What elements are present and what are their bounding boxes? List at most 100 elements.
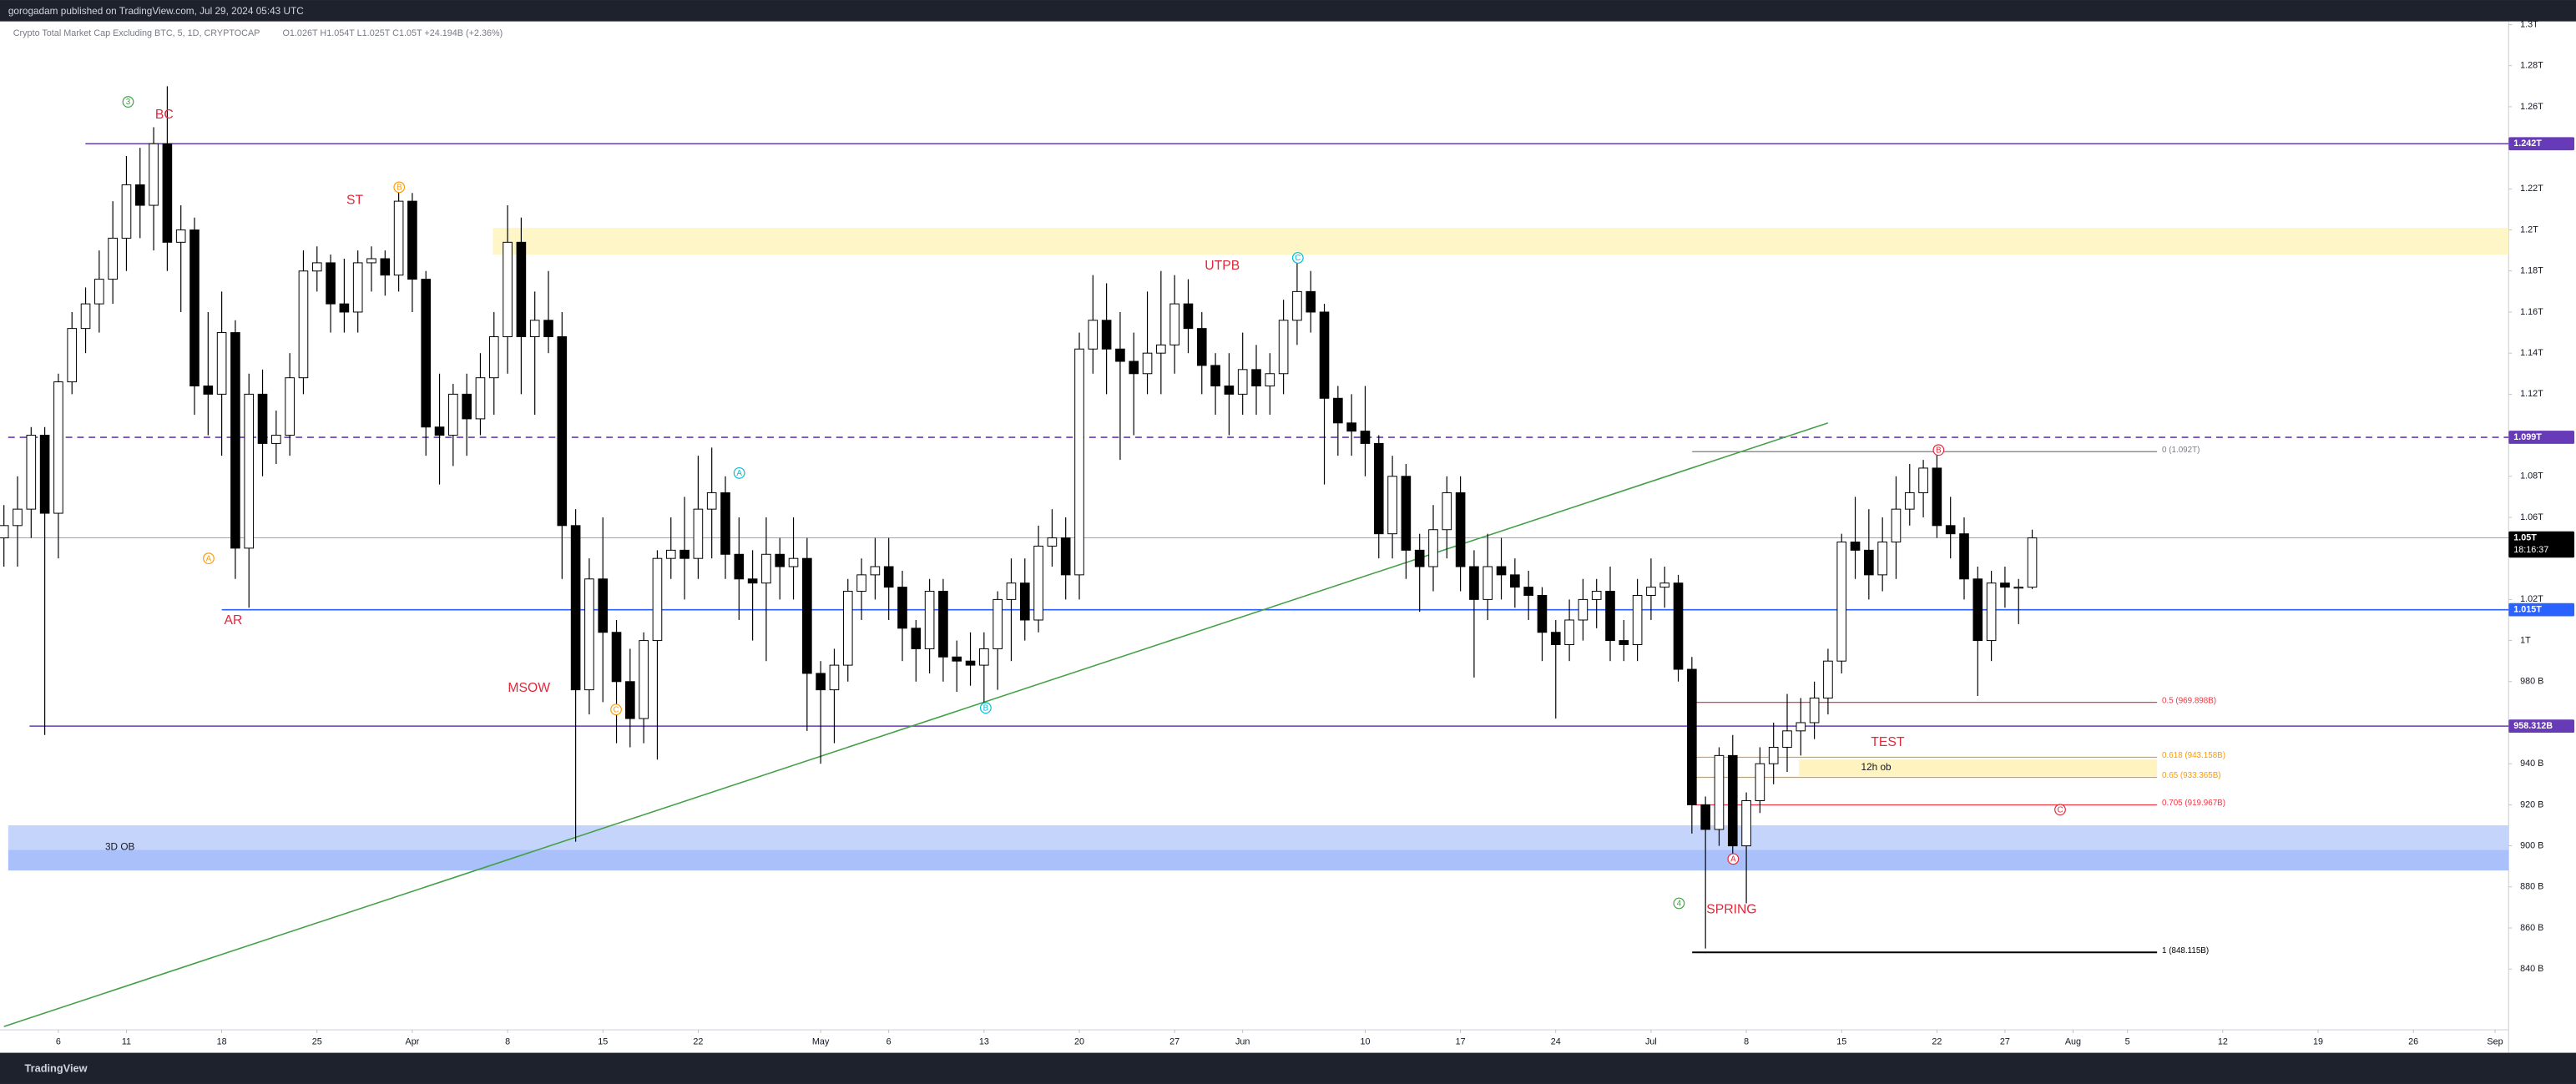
marker: 4 bbox=[1673, 897, 1685, 910]
candle-body bbox=[1237, 369, 1248, 395]
countdown: 18:16:37 bbox=[2513, 545, 2548, 555]
candle-body bbox=[189, 229, 200, 387]
candle-body bbox=[584, 578, 594, 691]
candle-body bbox=[175, 229, 186, 243]
x-tick-label: 13 bbox=[979, 1037, 989, 1047]
candle-body bbox=[1782, 730, 1792, 749]
y-tick-label: 1.02T bbox=[2520, 594, 2543, 604]
candle-body bbox=[856, 574, 866, 592]
candle-body bbox=[380, 258, 391, 276]
candle-body bbox=[842, 591, 853, 666]
symbol-title: Crypto Total Market Cap Excluding BTC, 5… bbox=[13, 28, 260, 38]
candle-body bbox=[39, 435, 50, 514]
published-line: gorogadam published on TradingView.com, … bbox=[8, 5, 304, 17]
x-tick-label: Jul bbox=[1645, 1037, 1657, 1047]
candle-body bbox=[1796, 722, 1806, 732]
marker: B bbox=[1932, 444, 1945, 456]
y-tick-label: 1.18T bbox=[2520, 266, 2543, 276]
marker: A bbox=[733, 466, 745, 479]
candle-body bbox=[257, 393, 268, 444]
candle-body bbox=[993, 598, 1003, 649]
candle-body bbox=[1959, 533, 1969, 580]
marker: B bbox=[393, 181, 406, 194]
candle-body bbox=[1442, 492, 1452, 531]
candle-body bbox=[1537, 594, 1548, 633]
candle-body bbox=[1319, 311, 1330, 399]
candle-body bbox=[162, 143, 173, 243]
annotation: UTPB bbox=[1205, 259, 1240, 273]
candle-body bbox=[1156, 344, 1166, 354]
fib-label: 1 (848.115B) bbox=[2162, 946, 2209, 955]
candle-body bbox=[1904, 492, 1915, 510]
y-tick-label: 1.28T bbox=[2520, 61, 2543, 71]
candle-body bbox=[1373, 442, 1384, 535]
candle-body bbox=[1033, 545, 1043, 621]
y-tick-label: 1.2T bbox=[2520, 224, 2538, 234]
candle-body bbox=[366, 258, 376, 264]
candle-body bbox=[720, 492, 730, 555]
footer-brand: TradingView bbox=[25, 1062, 88, 1075]
candle-body bbox=[883, 566, 894, 588]
x-tick-label: 27 bbox=[1169, 1037, 1179, 1047]
marker: 3 bbox=[122, 96, 134, 108]
candle-body bbox=[1550, 632, 1561, 645]
candle-body bbox=[203, 386, 214, 395]
candle-body bbox=[1306, 290, 1316, 313]
zone bbox=[1799, 759, 2158, 776]
candle-body bbox=[1060, 537, 1071, 576]
candle-body bbox=[1877, 542, 1887, 576]
candle-body bbox=[244, 393, 255, 549]
price-tag bbox=[2508, 603, 2575, 617]
candle-body bbox=[639, 640, 649, 719]
candle-body bbox=[285, 377, 295, 436]
candle-body bbox=[1687, 668, 1697, 805]
candle-body bbox=[67, 328, 78, 383]
marker: A bbox=[1727, 853, 1740, 865]
candle-body bbox=[53, 381, 63, 514]
marker: C bbox=[2054, 804, 2066, 816]
candle-body bbox=[2027, 537, 2038, 588]
candle-body bbox=[121, 184, 132, 239]
marker: C bbox=[610, 703, 622, 716]
candle-body bbox=[1619, 640, 1629, 645]
x-tick-label: Jun bbox=[1235, 1037, 1250, 1047]
candle-body bbox=[2000, 582, 2010, 588]
candle-body bbox=[1864, 549, 1874, 576]
fib-label: 0.65 (933.365B) bbox=[2162, 771, 2221, 780]
y-tick-label: 920 B bbox=[2520, 799, 2543, 809]
plot: 3D OB 12h ob 0 (1.092T) 0.5 (969.898B) 0.618… bbox=[0, 86, 2509, 1027]
candle-body bbox=[1169, 303, 1179, 345]
candle-body bbox=[761, 553, 771, 584]
marker-label: 4 bbox=[1677, 900, 1682, 909]
candle-body bbox=[1673, 582, 1684, 670]
candle-body bbox=[1387, 476, 1397, 535]
x-tick-label: Apr bbox=[406, 1037, 420, 1047]
candle-body bbox=[788, 557, 799, 567]
candle-body bbox=[0, 525, 9, 539]
candle-body bbox=[230, 332, 240, 549]
x-tick-label: 10 bbox=[1360, 1037, 1370, 1047]
x-tick-label: 8 bbox=[505, 1037, 510, 1047]
candle-body bbox=[298, 270, 309, 379]
candle-body bbox=[1360, 431, 1371, 444]
candle-body bbox=[393, 200, 404, 276]
candle-body bbox=[1224, 386, 1235, 395]
candle-body bbox=[625, 681, 635, 719]
marker: A bbox=[203, 552, 215, 565]
candle-body bbox=[938, 591, 948, 658]
candle-body bbox=[1755, 763, 1765, 801]
candle-body bbox=[352, 262, 363, 313]
x-tick-label: 22 bbox=[1932, 1037, 1942, 1047]
candle-body bbox=[1251, 369, 1261, 387]
y-tick-label: 980 B bbox=[2520, 677, 2543, 687]
y-tick-label: 1.22T bbox=[2520, 184, 2543, 194]
x-tick-label: 24 bbox=[1551, 1037, 1561, 1047]
candle-body bbox=[503, 241, 513, 337]
candle-body bbox=[1986, 582, 1997, 642]
candle-body bbox=[1101, 320, 1112, 350]
candle-body bbox=[1346, 422, 1356, 432]
candle-body bbox=[1646, 587, 1656, 596]
candle-body bbox=[1428, 529, 1438, 567]
candle-body bbox=[611, 632, 622, 683]
candle-body bbox=[434, 426, 445, 436]
